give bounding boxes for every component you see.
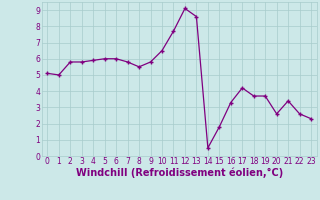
X-axis label: Windchill (Refroidissement éolien,°C): Windchill (Refroidissement éolien,°C) [76,168,283,178]
